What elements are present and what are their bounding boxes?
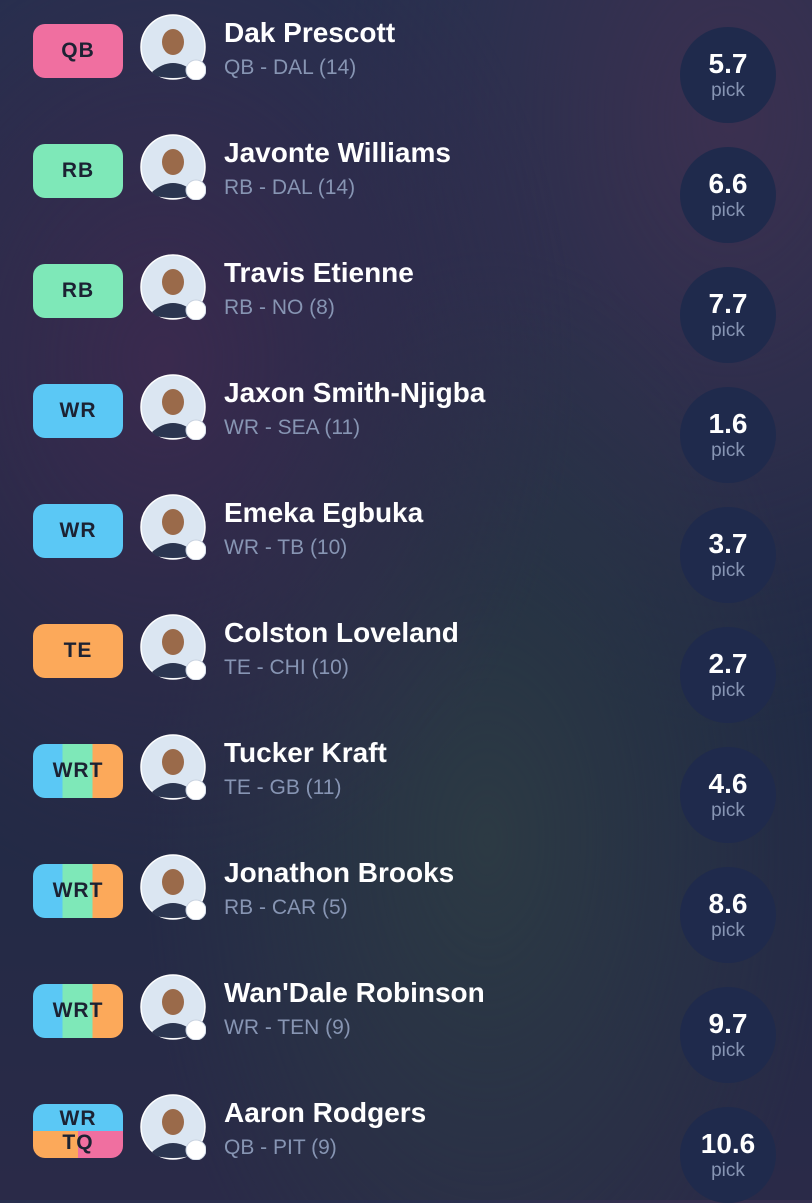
- pick-label: pick: [711, 440, 745, 461]
- player-avatar: [140, 134, 206, 200]
- player-info: QB - DAL (14): [224, 56, 357, 79]
- badge-text: RB: [61, 279, 95, 302]
- pick-label: pick: [711, 800, 745, 821]
- pick-circle: 7.7 pick: [680, 267, 776, 363]
- pick-number: 10.6: [700, 1128, 756, 1159]
- player-name: Javonte Williams: [224, 137, 451, 168]
- player-name: Colston Loveland: [224, 617, 459, 648]
- pick-label: pick: [711, 560, 745, 581]
- player-avatar: [140, 734, 206, 800]
- badge-text: TQ: [62, 1131, 94, 1154]
- position-badge: RB: [33, 264, 123, 318]
- player-row: WR TQ Aaron Rodgers QB - PIT (9) 10.6 pick: [0, 1080, 812, 1203]
- pick-number: 4.6: [708, 768, 748, 799]
- pick-label: pick: [711, 680, 745, 701]
- player-info: WR - TEN (9): [224, 1016, 351, 1039]
- player-avatar: [140, 374, 206, 440]
- pick-number: 5.7: [708, 48, 748, 79]
- position-badge: WR: [33, 384, 123, 438]
- pick-number: 8.6: [708, 888, 748, 919]
- player-avatar: [140, 974, 206, 1040]
- player-info: RB - NO (8): [224, 296, 335, 319]
- player-name: Travis Etienne: [224, 257, 414, 288]
- player-info: TE - GB (11): [224, 776, 342, 799]
- position-badge: RB: [33, 144, 123, 198]
- player-row: TE Colston Loveland TE - CHI (10) 2.7 pick: [0, 600, 812, 723]
- player-row: WR Emeka Egbuka WR - TB (10) 3.7 pick: [0, 480, 812, 603]
- player-info: TE - CHI (10): [224, 656, 349, 679]
- player-name: Tucker Kraft: [224, 737, 387, 768]
- pick-circle: 10.6 pick: [680, 1107, 776, 1203]
- position-badge: WR TQ: [33, 1104, 123, 1158]
- badge-text: WR: [59, 1107, 97, 1130]
- pick-number: 2.7: [708, 648, 748, 679]
- player-avatar: [140, 614, 206, 680]
- player-row: RB Travis Etienne RB - NO (8) 7.7 pick: [0, 240, 812, 363]
- player-info: QB - PIT (9): [224, 1136, 337, 1159]
- player-info: RB - DAL (14): [224, 176, 356, 199]
- player-name: Jaxon Smith-Njigba: [224, 377, 486, 408]
- player-name: Aaron Rodgers: [224, 1097, 427, 1128]
- player-row: WRT Jonathon Brooks RB - CAR (5) 8.6 pick: [0, 840, 812, 963]
- player-row: WRT Wan'Dale Robinson WR - TEN (9) 9.7 pick: [0, 960, 812, 1083]
- player-row: WR Jaxon Smith-Njigba WR - SEA (11) 1.6 pick: [0, 360, 812, 483]
- pick-label: pick: [711, 320, 745, 341]
- player-name: Dak Prescott: [224, 17, 396, 48]
- player-avatar: [140, 14, 206, 80]
- pick-number: 9.7: [708, 1008, 748, 1039]
- position-badge: WR: [33, 504, 123, 558]
- pick-label: pick: [711, 1040, 745, 1061]
- badge-text: WRT: [52, 879, 104, 902]
- pick-number: 6.6: [708, 168, 748, 199]
- pick-label: pick: [711, 200, 745, 221]
- player-info: WR - SEA (11): [224, 416, 361, 439]
- pick-label: pick: [711, 920, 745, 941]
- badge-text: RB: [61, 159, 95, 182]
- pick-circle: 6.6 pick: [680, 147, 776, 243]
- player-row: QB Dak Prescott QB - DAL (14) 5.7 pick: [0, 0, 812, 123]
- player-name: Emeka Egbuka: [224, 497, 424, 528]
- badge-text: WR: [59, 519, 97, 542]
- player-name: Jonathon Brooks: [224, 857, 455, 888]
- pick-circle: 4.6 pick: [680, 747, 776, 843]
- player-avatar: [140, 494, 206, 560]
- pick-label: pick: [711, 80, 745, 101]
- position-badge: WRT: [33, 864, 123, 918]
- player-row: WRT Tucker Kraft TE - GB (11) 4.6 pick: [0, 720, 812, 843]
- pick-circle: 2.7 pick: [680, 627, 776, 723]
- pick-label: pick: [711, 1160, 745, 1181]
- pick-circle: 3.7 pick: [680, 507, 776, 603]
- pick-circle: 1.6 pick: [680, 387, 776, 483]
- pick-circle: 9.7 pick: [680, 987, 776, 1083]
- position-badge: WRT: [33, 744, 123, 798]
- badge-text: WRT: [52, 759, 104, 782]
- player-avatar: [140, 254, 206, 320]
- badge-text: QB: [61, 39, 95, 62]
- pick-circle: 8.6 pick: [680, 867, 776, 963]
- position-badge: TE: [33, 624, 123, 678]
- badge-text: TE: [63, 639, 93, 662]
- badge-text: WRT: [52, 999, 104, 1022]
- pick-number: 7.7: [708, 288, 748, 319]
- badge-text: WR: [59, 399, 97, 422]
- position-badge: WRT: [33, 984, 123, 1038]
- pick-circle: 5.7 pick: [680, 27, 776, 123]
- pick-number: 1.6: [708, 408, 748, 439]
- player-name: Wan'Dale Robinson: [224, 977, 485, 1008]
- player-row: RB Javonte Williams RB - DAL (14) 6.6 pick: [0, 120, 812, 243]
- player-avatar: [140, 854, 206, 920]
- position-badge: QB: [33, 24, 123, 78]
- player-info: RB - CAR (5): [224, 896, 348, 919]
- player-info: WR - TB (10): [224, 536, 348, 559]
- pick-number: 3.7: [708, 528, 748, 559]
- player-avatar: [140, 1094, 206, 1160]
